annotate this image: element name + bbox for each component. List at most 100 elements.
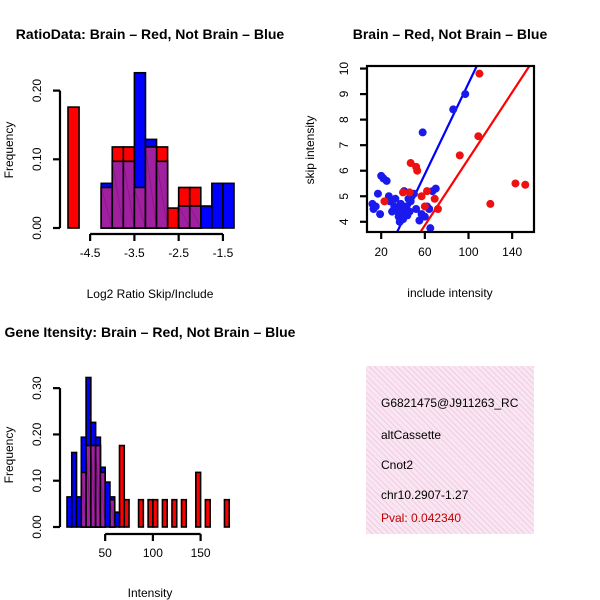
point-brain [423,187,432,196]
y-tick-label: 6 [337,167,351,174]
intensity-title: Gene Itensity: Brain – Red, Not Brain – … [5,324,296,340]
point-brain [417,192,426,201]
bar-overlap-hatch [145,146,157,229]
y-tick-label: 5 [337,193,351,200]
x-tick-label: -4.5 [80,246,101,260]
ratio-ylabel: Frequency [2,122,16,179]
point-not-brain [431,184,440,193]
point-brain [433,205,442,214]
scatter-plot-area: 20 60 100 140 4 5 6 7 8 9 10 [337,62,536,259]
y-tick-label: 0.20 [30,422,44,446]
point-brain [486,199,495,208]
scatter-inner [368,66,531,232]
x-tick-label: 100 [143,546,163,560]
p-value: Pval: 0.042340 [381,511,462,525]
y-tick-label: 8 [337,116,351,123]
x-tick-label: -2.5 [168,246,189,260]
x-tick-label: 20 [375,245,389,259]
bar-overlap-hatch [100,472,106,528]
x-tick-label: 150 [191,546,211,560]
point-brain [511,179,520,188]
point-not-brain [412,205,421,214]
y-tick-label: 0.20 [30,79,44,103]
point-not-brain [461,90,470,99]
point-brain [430,194,439,203]
ratio-plot-area: -4.5 -3.5 -2.5 -1.5 0.00 0.10 0.20 [30,71,235,260]
bar-overlap-hatch [134,187,146,229]
y-tick-label: 4 [337,218,351,225]
x-tick-label: 60 [418,245,432,259]
bar-brain [161,498,169,528]
bar-brain [152,498,159,528]
bar-overlap-hatch [123,161,135,229]
x-tick-label: -3.5 [124,246,145,260]
point-brain [399,188,408,197]
bar-overlap-hatch [189,205,202,229]
bar-brain [171,498,178,528]
y-tick-label: 10 [337,62,351,76]
intensity-xlabel: Intensity [128,586,173,600]
bar-overlap-hatch [100,187,113,229]
point-not-brain [426,224,435,232]
bar-brain [118,444,126,528]
bar-overlap-hatch [156,161,168,229]
point-not-brain [371,202,380,211]
point-not-brain [373,189,382,198]
y-tick-label: 0.00 [30,216,44,240]
bar-overlap-hatch [109,499,116,528]
intensity-panel: Gene Itensity: Brain – Red, Not Brain – … [2,324,296,600]
scatter-frame [365,64,536,234]
bar-not-brain [211,182,224,229]
scatter-ylabel: skip intensity [303,116,317,185]
bar-brain [166,207,180,229]
point-not-brain [382,176,391,185]
bar-brain [180,498,188,528]
x-tick-label: 100 [458,245,478,259]
y-tick-label: 9 [337,90,351,97]
x-tick-label: -1.5 [213,246,234,260]
ratio-panel: RatioData: Brain – Red, Not Brain – Blue… [2,26,284,301]
point-not-brain [420,212,429,221]
probe-id: G6821475@J911263_RC [381,396,519,410]
point-brain [405,188,414,197]
point-brain [420,202,429,211]
y-tick-label: 7 [337,142,351,149]
gene-name: Cnot2 [381,458,414,472]
scatter-panel: Brain – Red, Not Brain – Blue 20 60 100 140… [303,26,547,300]
scatter-xlabel: include intensity [407,286,492,300]
point-not-brain [376,210,385,219]
point-brain [475,69,484,78]
intensity-plot-area: 50 100 150 0.00 0.10 0.20 0.30 [30,376,231,560]
fit-line-brain [419,66,531,232]
point-brain [413,166,422,175]
bar-not-brain [200,205,213,229]
bar-brain [123,498,130,528]
ratio-xlabel: Log2 Ratio Skip/Include [87,287,214,301]
ratio-title: RatioData: Brain – Red, Not Brain – Blue [16,26,285,42]
event-type: altCassette [381,428,442,442]
y-tick-label: 0.10 [30,469,44,493]
point-not-brain [391,194,400,203]
point-not-brain [405,207,414,216]
bar-not-brain [70,451,78,528]
bar-brain [204,498,211,528]
point-not-brain [449,105,458,114]
point-brain [380,197,389,206]
point-not-brain [418,128,427,137]
y-tick-label: 0.00 [30,515,44,539]
bar-brain [223,498,231,528]
y-tick-label: 0.30 [30,376,44,400]
intensity-ylabel: Frequency [2,427,16,484]
info-panel: G6821475@J911263_RC altCassette Cnot2 ch… [366,366,534,534]
bar-brain [195,471,202,528]
point-brain [474,132,483,141]
bar-overlap-hatch [178,205,191,229]
x-tick-label: 140 [502,245,522,259]
bar-brain [67,106,80,229]
point-brain [521,180,530,189]
bar-brain [137,498,145,528]
scatter-title: Brain – Red, Not Brain – Blue [353,26,548,42]
genomic-location: chr10.2907-1.27 [381,488,469,502]
y-tick-label: 0.10 [30,147,44,171]
